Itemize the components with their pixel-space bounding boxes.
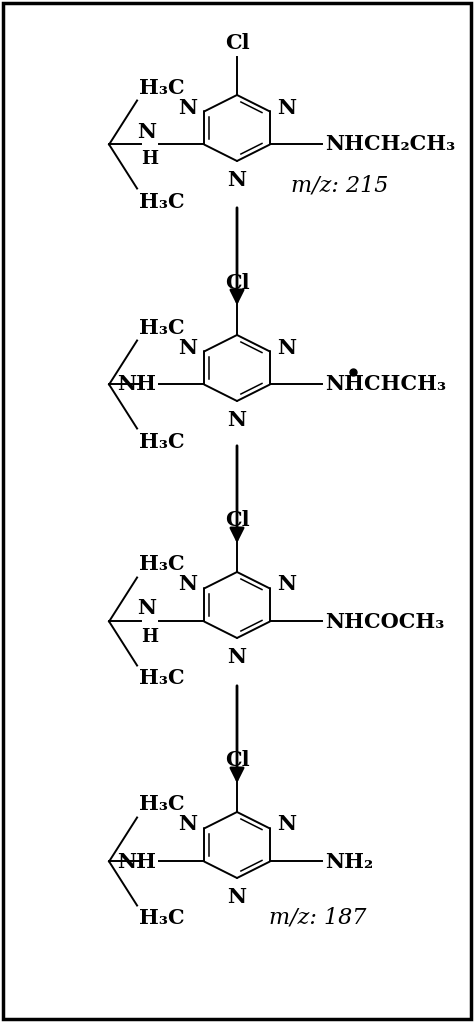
Text: N: N bbox=[178, 97, 197, 118]
Text: N: N bbox=[277, 574, 296, 595]
Text: H₃C: H₃C bbox=[139, 318, 185, 337]
Text: N: N bbox=[228, 887, 246, 907]
Text: N: N bbox=[137, 599, 156, 618]
Text: Cl: Cl bbox=[225, 750, 249, 770]
Text: N: N bbox=[277, 815, 296, 835]
Text: NH₂: NH₂ bbox=[325, 851, 373, 872]
Text: H₃C: H₃C bbox=[139, 794, 185, 815]
Text: NHCHCH₃: NHCHCH₃ bbox=[325, 374, 446, 394]
Text: H₃C: H₃C bbox=[139, 78, 185, 97]
Text: H₃C: H₃C bbox=[139, 909, 185, 929]
Text: N: N bbox=[277, 97, 296, 118]
Text: Cl: Cl bbox=[225, 273, 249, 293]
Text: N: N bbox=[228, 170, 246, 190]
Text: N: N bbox=[178, 574, 197, 595]
Text: H₃C: H₃C bbox=[139, 431, 185, 452]
Text: NH: NH bbox=[117, 374, 156, 394]
Text: H₃C: H₃C bbox=[139, 668, 185, 689]
Text: N: N bbox=[277, 337, 296, 358]
Text: N: N bbox=[137, 122, 156, 141]
Text: Cl: Cl bbox=[225, 510, 249, 530]
Text: NHCH₂CH₃: NHCH₂CH₃ bbox=[325, 135, 455, 154]
Text: H: H bbox=[141, 628, 158, 646]
Text: m/z: 187: m/z: 187 bbox=[269, 905, 367, 928]
Text: N: N bbox=[228, 410, 246, 430]
Text: N: N bbox=[178, 815, 197, 835]
Text: NHCOCH₃: NHCOCH₃ bbox=[325, 611, 444, 632]
Text: Cl: Cl bbox=[225, 33, 249, 53]
Text: N: N bbox=[228, 647, 246, 667]
Text: NH: NH bbox=[117, 851, 156, 872]
Text: H₃C: H₃C bbox=[139, 191, 185, 212]
Text: m/z: 215: m/z: 215 bbox=[292, 174, 389, 196]
Text: H₃C: H₃C bbox=[139, 555, 185, 574]
Text: H: H bbox=[141, 150, 158, 169]
Text: N: N bbox=[178, 337, 197, 358]
